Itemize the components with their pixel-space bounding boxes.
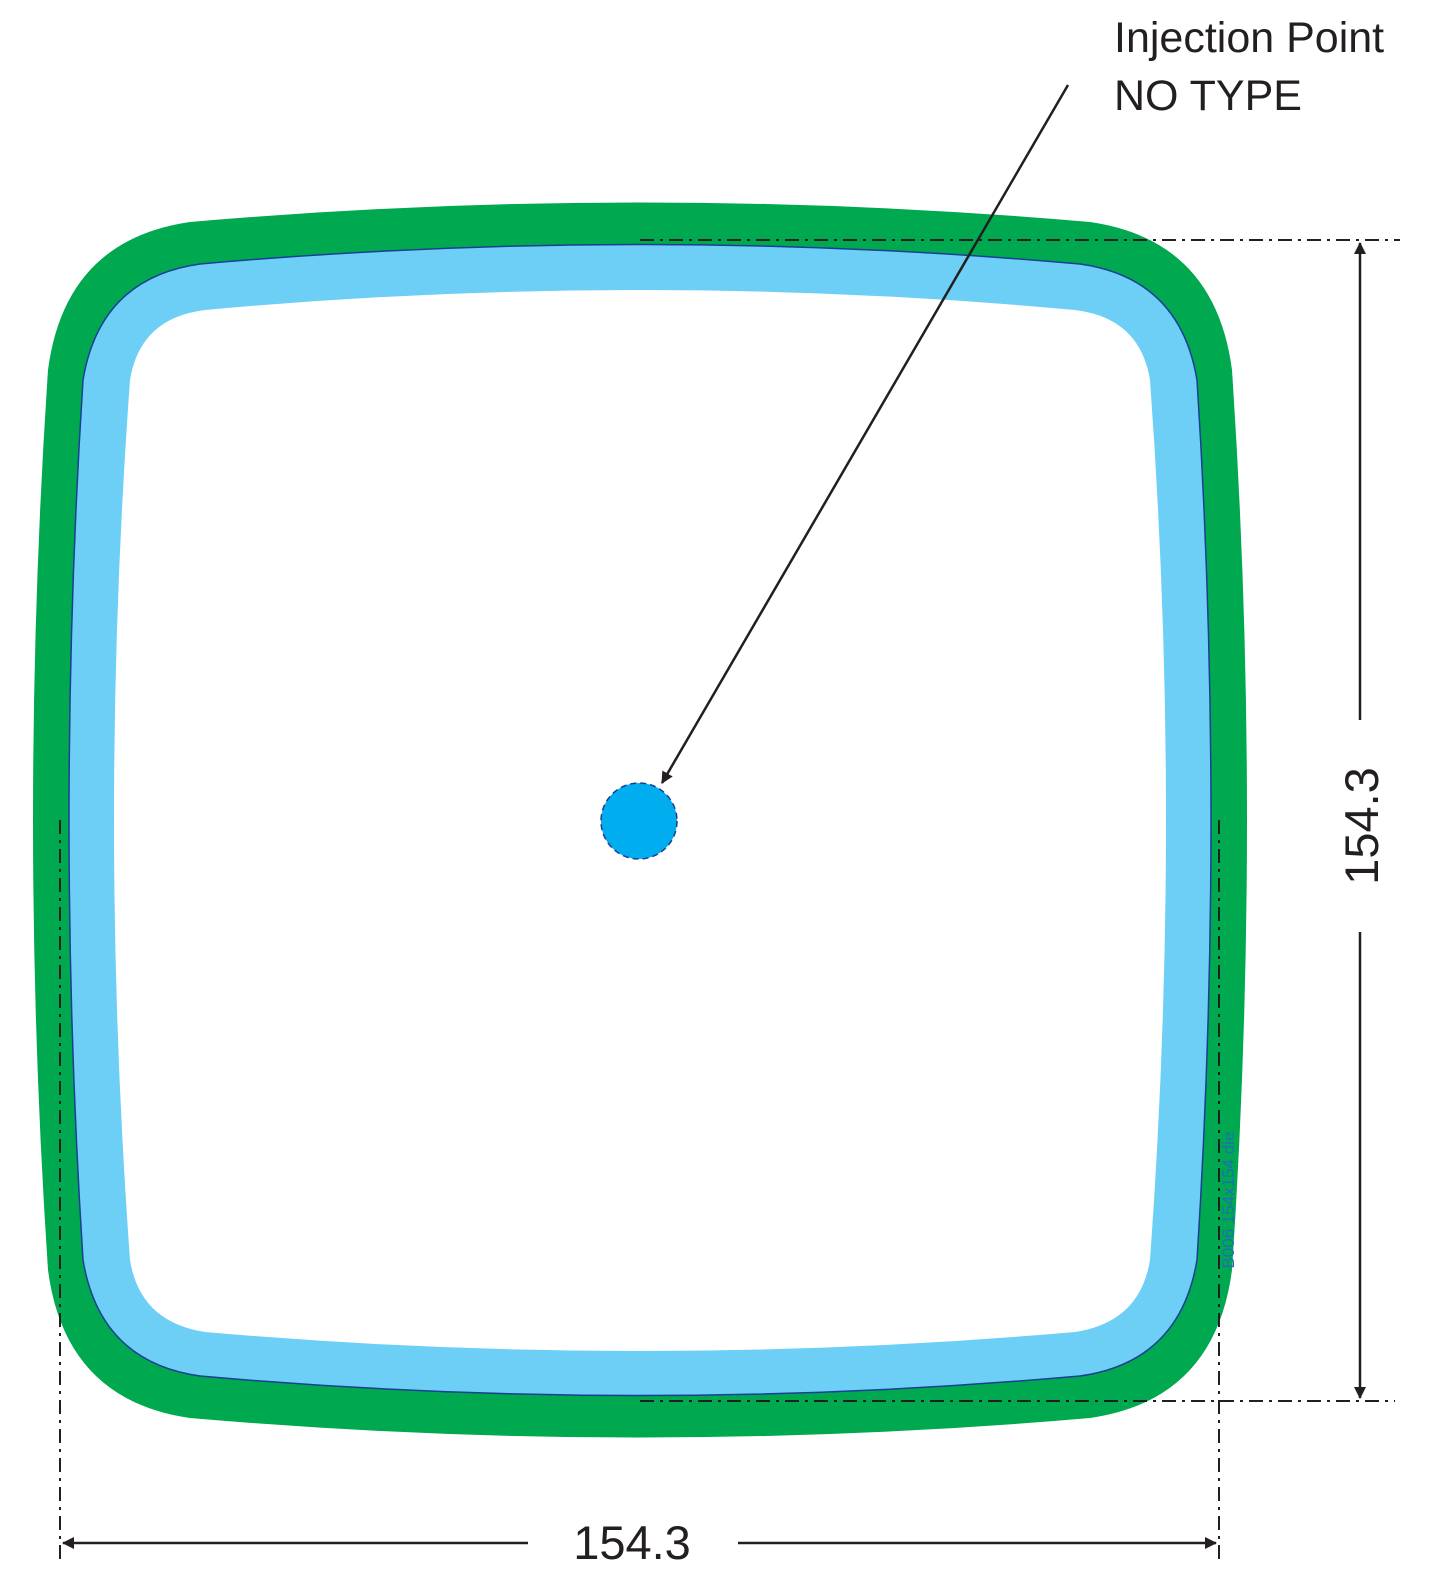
die-label: B006 154x154 die <box>1219 1131 1238 1268</box>
injection-leader-line <box>660 84 1070 784</box>
height-dimension-label: 154.3 <box>1335 767 1388 885</box>
width-dimension-label: 154.3 <box>573 1516 691 1569</box>
injection-point <box>600 782 678 860</box>
callout-line-1: Injection Point <box>1114 14 1384 62</box>
extension-lines <box>59 239 1400 1560</box>
callout-line-2: NO TYPE <box>1114 72 1302 120</box>
